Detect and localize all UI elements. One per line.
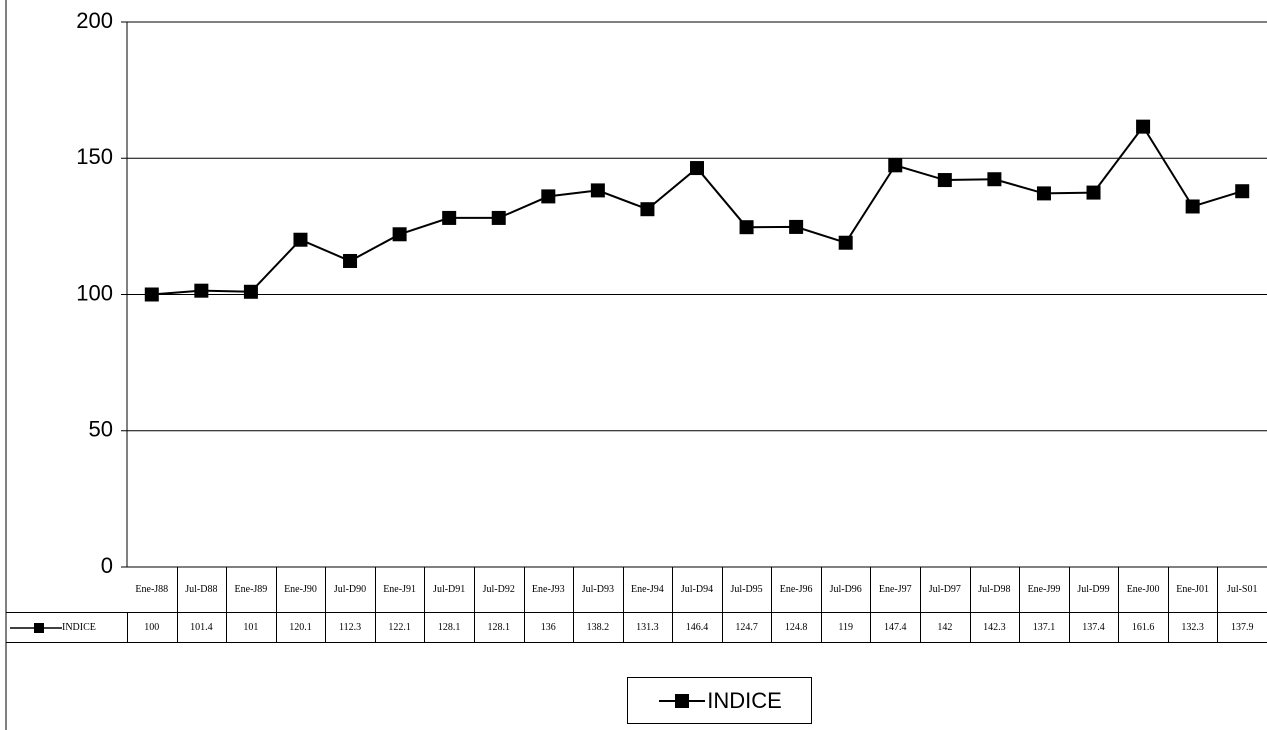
category-cell: Jul-D97 bbox=[920, 567, 971, 613]
marker bbox=[1185, 199, 1200, 214]
table-series-name: INDICE bbox=[62, 621, 96, 633]
y-tick-label: 200 bbox=[76, 8, 113, 33]
value-cell: 101 bbox=[226, 612, 277, 643]
value-cell: 101.4 bbox=[176, 612, 228, 643]
marker bbox=[243, 284, 258, 299]
value-cell: 112.3 bbox=[325, 612, 376, 643]
marker bbox=[987, 172, 1002, 187]
category-cell: Ene-J00 bbox=[1118, 567, 1169, 613]
category-cell: Jul-D99 bbox=[1068, 567, 1120, 613]
category-cell: Jul-S01 bbox=[1217, 567, 1267, 613]
value-cell: 137.9 bbox=[1217, 612, 1267, 643]
y-tick-label: 100 bbox=[76, 280, 113, 305]
marker bbox=[144, 287, 159, 302]
category-cell: Jul-D95 bbox=[721, 567, 773, 613]
value-cell: 120.1 bbox=[275, 612, 327, 643]
category-cell: Ene-J01 bbox=[1167, 567, 1219, 613]
value-cell: 142.3 bbox=[969, 612, 1021, 643]
value-cell: 119 bbox=[820, 612, 872, 643]
marker bbox=[838, 235, 853, 250]
category-cell: Jul-D93 bbox=[573, 567, 624, 613]
category-cell: Jul-D92 bbox=[473, 567, 525, 613]
category-cell: Jul-D98 bbox=[969, 567, 1021, 613]
legend: INDICE bbox=[627, 677, 812, 724]
category-cell: Jul-D96 bbox=[820, 567, 872, 613]
table-series-cell: INDICE bbox=[6, 612, 128, 643]
marker bbox=[640, 202, 655, 217]
category-cell: Jul-D88 bbox=[176, 567, 228, 613]
table-symbol bbox=[10, 622, 62, 633]
marker bbox=[541, 189, 556, 204]
value-cell: 137.1 bbox=[1019, 612, 1070, 643]
value-cell: 142 bbox=[920, 612, 971, 643]
category-cell: Ene-J97 bbox=[870, 567, 922, 613]
value-cell: 136 bbox=[523, 612, 575, 643]
value-cell: 138.2 bbox=[573, 612, 624, 643]
category-cell: Ene-J90 bbox=[275, 567, 327, 613]
y-tick-label: 0 bbox=[101, 553, 113, 578]
legend-symbol bbox=[659, 693, 706, 708]
marker bbox=[194, 283, 209, 298]
value-cell: 124.7 bbox=[721, 612, 773, 643]
category-cell: Jul-D94 bbox=[672, 567, 723, 613]
value-cell: 100 bbox=[127, 612, 178, 643]
value-cell: 161.6 bbox=[1118, 612, 1169, 643]
marker bbox=[293, 232, 308, 247]
category-cell: Ene-J91 bbox=[374, 567, 426, 613]
value-cell: 128.1 bbox=[424, 612, 475, 643]
legend-label: INDICE bbox=[707, 687, 782, 713]
marker bbox=[888, 158, 903, 173]
category-cell: Ene-J94 bbox=[622, 567, 674, 613]
marker bbox=[392, 227, 407, 242]
marker bbox=[343, 253, 358, 268]
value-cell: 147.4 bbox=[870, 612, 922, 643]
marker bbox=[442, 210, 457, 225]
marker bbox=[1086, 185, 1101, 200]
y-tick-label: 150 bbox=[76, 144, 113, 169]
marker bbox=[491, 210, 506, 225]
category-cell: Jul-D90 bbox=[325, 567, 376, 613]
marker bbox=[1136, 119, 1151, 134]
y-tick-label: 50 bbox=[89, 417, 113, 442]
category-cell: Ene-J89 bbox=[226, 567, 277, 613]
marker bbox=[739, 220, 754, 235]
value-cell: 131.3 bbox=[622, 612, 674, 643]
marker bbox=[1235, 184, 1250, 199]
value-cell: 124.8 bbox=[771, 612, 822, 643]
marker bbox=[690, 161, 704, 176]
value-cell: 146.4 bbox=[672, 612, 723, 643]
category-cell: Jul-D91 bbox=[424, 567, 475, 613]
category-cell: Ene-J96 bbox=[771, 567, 822, 613]
category-cell: Ene-J88 bbox=[127, 567, 178, 613]
value-cell: 137.4 bbox=[1068, 612, 1120, 643]
category-cell: Ene-J93 bbox=[523, 567, 575, 613]
marker bbox=[789, 219, 804, 234]
series-line bbox=[151, 124, 1243, 296]
marker bbox=[937, 173, 952, 188]
category-cell: Ene-J99 bbox=[1019, 567, 1070, 613]
marker bbox=[590, 183, 605, 198]
value-cell: 128.1 bbox=[473, 612, 525, 643]
marker bbox=[1036, 186, 1051, 201]
value-cell: 132.3 bbox=[1167, 612, 1219, 643]
value-cell: 122.1 bbox=[374, 612, 426, 643]
